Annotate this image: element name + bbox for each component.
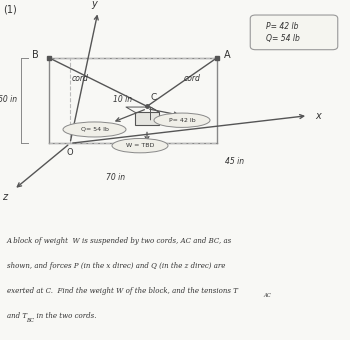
Text: x: x [315,110,321,121]
Ellipse shape [154,113,210,128]
Text: 10 in: 10 in [113,95,132,104]
Text: O: O [67,148,73,157]
Ellipse shape [63,122,126,137]
Bar [135,112,159,125]
Text: BC: BC [26,318,34,323]
Text: y: y [92,0,97,9]
Text: shown, and forces P (in the x direc) and Q (in the z direc) are: shown, and forces P (in the x direc) and… [7,262,225,270]
Text: C: C [150,93,157,102]
Text: cord: cord [72,74,89,83]
Text: 60 in: 60 in [0,95,18,104]
Text: A: A [224,50,231,61]
Text: and T: and T [7,312,27,320]
Text: W = TBD: W = TBD [126,143,154,148]
Text: P= 42 lb: P= 42 lb [169,118,195,123]
Text: AC: AC [263,293,271,298]
Text: (1): (1) [4,5,17,15]
Text: Q= 54 lb: Q= 54 lb [80,127,108,132]
Text: Q= 54 lb: Q= 54 lb [266,34,300,42]
Text: in the two cords.: in the two cords. [33,312,97,320]
Text: P= 42 lb: P= 42 lb [266,22,299,31]
Text: exerted at C.  Find the weight W of the block, and the tensions T: exerted at C. Find the weight W of the b… [7,287,238,295]
Text: B: B [32,50,38,61]
Text: z: z [2,192,7,202]
FancyBboxPatch shape [250,15,338,50]
Text: cord: cord [184,74,201,83]
Ellipse shape [112,138,168,153]
Text: 45 in: 45 in [225,157,244,166]
Text: A block of weight  W is suspended by two cords, AC and BC, as: A block of weight W is suspended by two … [7,237,232,245]
Text: 70 in: 70 in [106,173,125,182]
